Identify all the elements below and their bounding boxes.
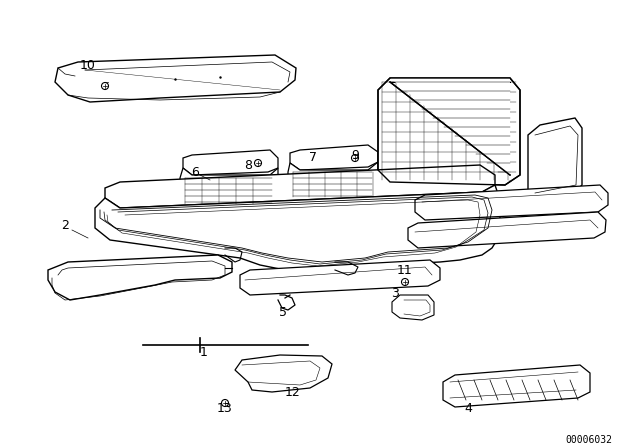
Polygon shape — [188, 205, 262, 228]
Polygon shape — [408, 212, 606, 248]
Text: 5: 5 — [279, 306, 287, 319]
Text: 10: 10 — [80, 59, 96, 72]
Polygon shape — [443, 365, 590, 407]
Text: 9: 9 — [351, 148, 359, 161]
Polygon shape — [288, 198, 368, 220]
Text: 8: 8 — [244, 159, 252, 172]
Text: 2: 2 — [61, 219, 69, 232]
Text: 11: 11 — [397, 263, 413, 276]
Polygon shape — [48, 255, 232, 300]
Text: 7: 7 — [309, 151, 317, 164]
Polygon shape — [105, 165, 495, 208]
Polygon shape — [528, 118, 582, 200]
Polygon shape — [392, 295, 434, 320]
Text: 00006032: 00006032 — [565, 435, 612, 445]
Text: 12: 12 — [285, 385, 301, 399]
Text: 3: 3 — [391, 287, 399, 300]
Polygon shape — [95, 185, 500, 275]
Polygon shape — [240, 260, 440, 295]
Polygon shape — [180, 168, 278, 208]
Text: 1: 1 — [200, 345, 208, 358]
Polygon shape — [390, 78, 510, 175]
Polygon shape — [415, 185, 608, 220]
Polygon shape — [55, 55, 296, 102]
Polygon shape — [288, 162, 378, 200]
Text: 13: 13 — [217, 401, 233, 414]
Text: 4: 4 — [464, 401, 472, 414]
Polygon shape — [183, 150, 278, 175]
Polygon shape — [378, 78, 520, 185]
Text: 6: 6 — [191, 165, 199, 178]
Polygon shape — [290, 145, 378, 170]
Polygon shape — [235, 355, 332, 392]
